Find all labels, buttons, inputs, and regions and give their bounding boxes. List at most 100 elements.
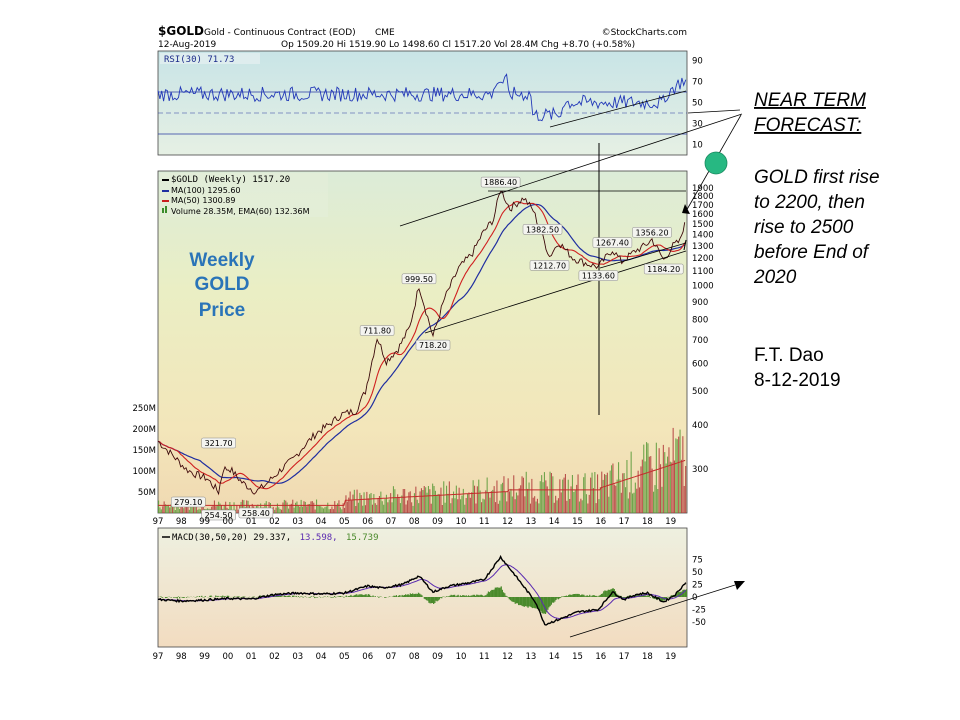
volume-bar: [534, 496, 536, 513]
macd-hist-bar: [590, 596, 592, 597]
volume-bar: [302, 506, 304, 513]
macd-hist-bar: [486, 593, 488, 597]
macd-hist-bar: [494, 587, 496, 597]
volume-bar: [278, 507, 280, 513]
x-tick: 99: [199, 652, 210, 662]
volume-bar: [167, 504, 169, 513]
macd-hist-bar: [367, 594, 369, 597]
volume-bar: [193, 506, 195, 513]
macd-hist-bar: [360, 594, 362, 597]
volume-bar: [299, 506, 301, 513]
volume-bar: [598, 499, 600, 513]
volume-bar: [574, 490, 576, 513]
volume-bar: [611, 465, 613, 513]
volume-bar: [321, 507, 323, 513]
macd-hist-bar: [429, 597, 431, 604]
macd-hist-bar: [570, 595, 572, 597]
volume-bar: [246, 500, 248, 513]
x-tick: 98: [176, 652, 187, 662]
volume-bar: [415, 486, 417, 513]
macd-hist-bar: [643, 595, 646, 597]
macd-hist-bar: [593, 595, 596, 597]
x-tick: 07: [386, 517, 397, 527]
volume-bar: [290, 503, 292, 513]
x-tick: 04: [316, 517, 327, 527]
macd-hist-bar: [514, 597, 516, 604]
volume-bar: [552, 476, 554, 513]
price-tick: 1900: [692, 184, 714, 194]
macd-hist-bar: [527, 597, 529, 608]
volume-bar: [215, 506, 217, 513]
macd-hist-bar: [495, 587, 498, 597]
volume-bar: [495, 502, 497, 513]
header-quote: Op 1509.20 Hi 1519.90 Lo 1498.60 Cl 1517…: [281, 40, 635, 50]
rsi-panel: RSI(30) 71.73 90 70 50 30 10: [157, 50, 703, 156]
macd-hist-bar: [414, 593, 416, 597]
volume-bar: [430, 503, 432, 513]
macd-hist-bar: [646, 596, 648, 597]
macd-hist-bar: [579, 595, 582, 597]
volume-bar: [578, 501, 580, 513]
volume-bar: [661, 486, 663, 513]
macd-hist-bar: [505, 595, 507, 597]
volume-bar: [190, 503, 192, 513]
macd-hist-bar: [452, 594, 455, 597]
volume-bar: [416, 499, 418, 513]
volume-bar: [320, 506, 322, 513]
volume-bar: [550, 473, 552, 513]
macd-hist-bar: [438, 597, 441, 600]
x-tick: 03: [292, 652, 303, 662]
volume-bar: [337, 503, 339, 513]
macd-hist-bar: [176, 597, 178, 599]
volume-bar: [506, 501, 508, 513]
macd-hist-bar: [548, 597, 550, 608]
volume-bar: [313, 502, 315, 513]
macd-hist-bar: [627, 595, 629, 597]
volume-bar: [191, 503, 193, 513]
volume-bar: [548, 495, 550, 513]
volume-bar: [330, 509, 332, 513]
price-annotation: 1267.40: [596, 239, 629, 248]
volume-bar: [464, 504, 466, 513]
macd-hist-bar: [647, 594, 649, 597]
volume-bar: [173, 504, 175, 513]
volume-bar: [555, 495, 557, 513]
volume-bar: [664, 452, 666, 513]
macd-hist-bar: [525, 597, 527, 606]
volume-bar: [353, 489, 355, 513]
macd-hist-bar: [357, 595, 359, 597]
volume-bar: [538, 503, 540, 513]
macd-hist-bar: [487, 591, 490, 597]
macd-hist-bar: [253, 596, 255, 597]
price-annotation: 258.40: [242, 509, 270, 518]
x-tick: 97: [153, 652, 164, 662]
macd-hist-bar: [331, 597, 333, 598]
macd-hist-bar: [237, 596, 239, 597]
volume-bar: [509, 491, 511, 513]
volume-bar: [499, 500, 501, 513]
volume-bar: [397, 494, 399, 513]
volume-bar: [285, 500, 287, 513]
volume-bar: [595, 503, 597, 513]
volume-bar: [626, 460, 628, 513]
macd-hist-bar: [477, 594, 479, 597]
volume-bar: [581, 500, 583, 513]
volume-bar: [281, 509, 283, 513]
macd-hist-bar: [622, 597, 625, 599]
volume-bar: [398, 497, 400, 513]
volume-bar: [521, 476, 523, 513]
macd-hist-bar: [333, 596, 336, 597]
macd-hist-bar: [227, 595, 230, 597]
macd-hist-bar: [198, 596, 201, 597]
volume-bar: [364, 505, 366, 513]
volume-bar: [296, 501, 298, 513]
macd-hist-bar: [554, 597, 556, 602]
volume-bar: [276, 503, 278, 513]
volume-bar: [325, 506, 327, 513]
macd-hist-bar: [327, 596, 329, 597]
volume-bar: [307, 504, 309, 513]
volume-bar: [648, 456, 650, 513]
volume-bar: [497, 503, 499, 513]
volume-bar: [563, 477, 565, 513]
volume-bar: [331, 506, 333, 513]
